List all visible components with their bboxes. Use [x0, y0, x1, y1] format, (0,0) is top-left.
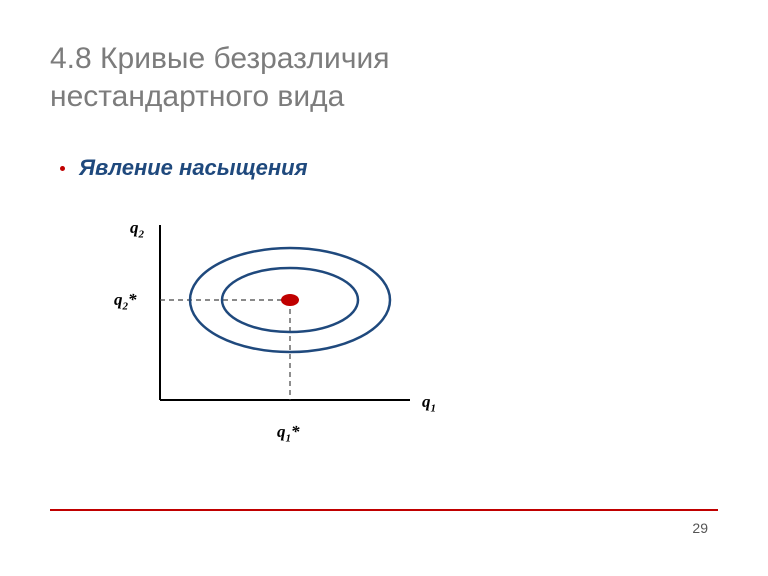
footer-rule [50, 509, 718, 511]
y-axis-label: q2 [130, 218, 144, 240]
bullet-item: Явление насыщения [60, 155, 308, 181]
bullet-dot-icon [60, 166, 65, 171]
slide-title: 4.8 Кривые безразличия нестандартного ви… [50, 40, 389, 115]
title-line-1: 4.8 Кривые безразличия [50, 42, 389, 75]
x-axis-label: q1 [422, 392, 436, 414]
title-line-2: нестандартного вида [50, 80, 344, 113]
q2-star-label: q2* [114, 290, 137, 312]
bliss-point [281, 294, 299, 306]
diagram-svg [100, 200, 520, 460]
q1-star-label: q1* [277, 422, 300, 444]
indifference-diagram: q2 q2* q1 q1* [100, 200, 520, 460]
bullet-text: Явление насыщения [79, 155, 308, 181]
page-number: 29 [692, 520, 708, 536]
